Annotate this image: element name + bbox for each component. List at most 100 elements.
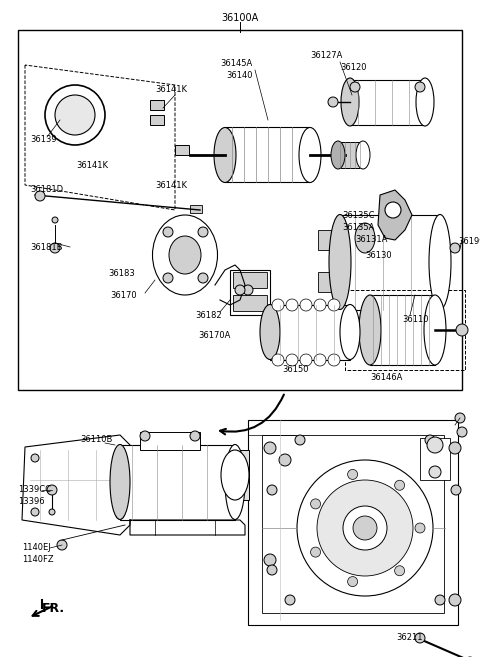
Circle shape [311,547,321,557]
Circle shape [49,509,55,515]
Bar [270,305,350,360]
Bar [233,295,267,311]
Text: 36131A: 36131A [355,235,387,244]
Bar [225,127,310,182]
Circle shape [300,354,312,366]
Circle shape [451,485,461,495]
Circle shape [348,577,358,587]
Circle shape [45,85,105,145]
Bar [318,230,340,250]
Circle shape [427,437,443,453]
Circle shape [395,566,405,576]
Circle shape [243,285,253,295]
Circle shape [314,354,326,366]
Bar [248,420,458,625]
Circle shape [163,273,173,283]
Text: 36181D: 36181D [30,185,63,194]
Circle shape [415,633,425,643]
Circle shape [267,485,277,495]
Text: 36140: 36140 [226,70,252,79]
Circle shape [163,227,173,237]
Ellipse shape [214,127,236,183]
Circle shape [235,285,245,295]
Bar [338,142,363,168]
Ellipse shape [424,295,446,365]
Text: 36199: 36199 [458,237,480,246]
Text: 36130: 36130 [365,250,392,260]
Text: 36145A: 36145A [220,58,252,68]
Circle shape [31,508,39,516]
Circle shape [286,354,298,366]
Circle shape [198,273,208,283]
Text: 36100A: 36100A [221,13,259,23]
Text: 36183: 36183 [108,269,135,277]
Circle shape [285,595,295,605]
Text: 36150: 36150 [282,365,309,374]
Text: 36139: 36139 [30,135,57,145]
Circle shape [348,469,358,480]
Circle shape [317,480,413,576]
Text: 36110: 36110 [402,315,429,325]
Bar [190,205,202,213]
Circle shape [328,97,338,107]
Ellipse shape [341,78,359,126]
Circle shape [300,299,312,311]
Circle shape [328,299,340,311]
Circle shape [425,435,435,445]
Circle shape [450,243,460,253]
Circle shape [455,413,465,423]
Circle shape [31,454,39,462]
Text: 36170: 36170 [110,290,137,300]
Bar [175,145,189,155]
Circle shape [457,427,467,437]
Circle shape [264,442,276,454]
Ellipse shape [416,78,434,126]
Text: 36135A: 36135A [342,223,374,231]
Ellipse shape [169,236,201,274]
Circle shape [449,594,461,606]
Text: 1339CC: 1339CC [18,486,51,495]
Circle shape [353,516,377,540]
Circle shape [190,431,200,441]
Circle shape [314,299,326,311]
Ellipse shape [221,450,249,500]
Circle shape [415,82,425,92]
Bar [350,80,425,125]
Text: 36141K: 36141K [155,85,187,95]
Circle shape [267,565,277,575]
Text: 36182: 36182 [195,311,222,319]
Bar [345,290,465,370]
Bar [235,450,249,500]
Text: 36146A: 36146A [370,373,402,382]
Circle shape [415,523,425,533]
Bar [370,295,435,365]
Circle shape [311,499,321,509]
Circle shape [350,82,360,92]
Ellipse shape [299,127,321,183]
Text: 36127A: 36127A [310,51,342,60]
Circle shape [264,554,276,566]
Circle shape [343,506,387,550]
Bar [340,215,440,310]
Circle shape [50,243,60,253]
Bar [230,270,270,315]
Bar [120,445,235,520]
Ellipse shape [225,445,245,520]
Circle shape [297,460,433,596]
Circle shape [328,354,340,366]
Circle shape [435,595,445,605]
Circle shape [295,435,305,445]
Circle shape [47,485,57,495]
Ellipse shape [356,141,370,169]
Ellipse shape [359,295,381,365]
Ellipse shape [110,445,130,520]
Text: 36141K: 36141K [155,181,187,189]
Bar [140,432,200,450]
Polygon shape [378,190,412,240]
Circle shape [35,191,45,201]
Bar [150,115,164,125]
Circle shape [198,227,208,237]
Text: 1140FZ: 1140FZ [22,556,54,564]
Ellipse shape [331,141,345,169]
Ellipse shape [329,214,351,309]
